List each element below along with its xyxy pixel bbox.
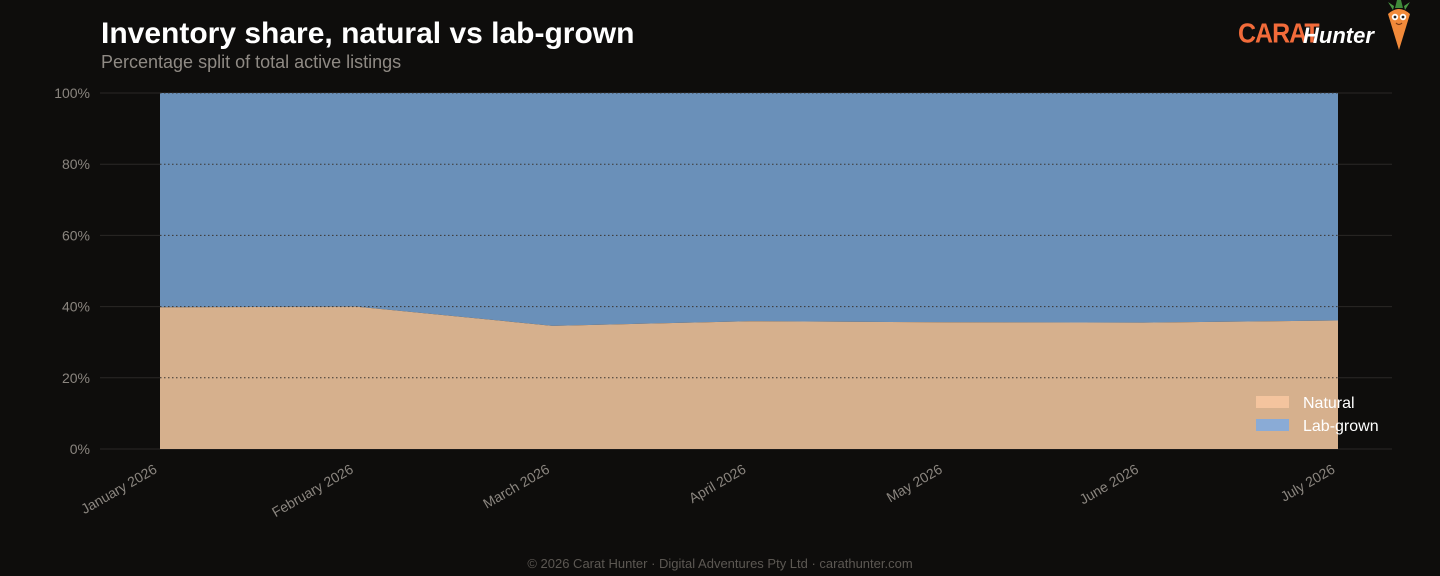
legend-label[interactable]: Natural <box>1303 395 1355 412</box>
series-lab-grown-area[interactable] <box>160 93 1338 326</box>
footer-copyright: © 2026 Carat Hunter · Digital Adventures… <box>527 556 913 571</box>
y-axis: 0% 20% 40% 60% 80% 100% <box>54 85 90 457</box>
y-tick-label: 20% <box>62 370 90 386</box>
x-tick-label: March 2026 <box>480 461 552 512</box>
legend-swatch-lab-grown[interactable] <box>1256 419 1289 431</box>
x-tick-label: July 2026 <box>1278 461 1338 505</box>
y-tick-label: 40% <box>62 299 90 315</box>
legend-swatch-natural[interactable] <box>1256 396 1289 408</box>
logo-carat-text: CARAT <box>1238 18 1320 50</box>
carrot-mascot-icon <box>1388 0 1410 50</box>
logo-hunter-text: Hunter <box>1303 23 1374 48</box>
x-tick-label: May 2026 <box>884 461 945 506</box>
area-series <box>160 92 1338 449</box>
x-tick-label: June 2026 <box>1077 461 1142 508</box>
y-tick-label: 60% <box>62 227 90 243</box>
x-axis: January 2026 February 2026 March 2026 April… <box>78 461 1338 520</box>
carat-hunter-logo[interactable]: CARAT Hunter <box>1238 0 1428 56</box>
legend: Natural Lab-grown <box>1256 395 1379 435</box>
x-tick-label: February 2026 <box>269 461 356 520</box>
chart-title: Inventory share, natural vs lab-grown <box>101 17 635 50</box>
chart-subtitle: Percentage split of total active listing… <box>101 52 402 72</box>
x-tick-label: April 2026 <box>686 461 749 506</box>
x-tick-label: January 2026 <box>78 461 160 517</box>
legend-label[interactable]: Lab-grown <box>1303 418 1379 435</box>
y-tick-label: 0% <box>70 441 90 457</box>
y-tick-label: 100% <box>54 85 90 101</box>
y-tick-label: 80% <box>62 156 90 172</box>
